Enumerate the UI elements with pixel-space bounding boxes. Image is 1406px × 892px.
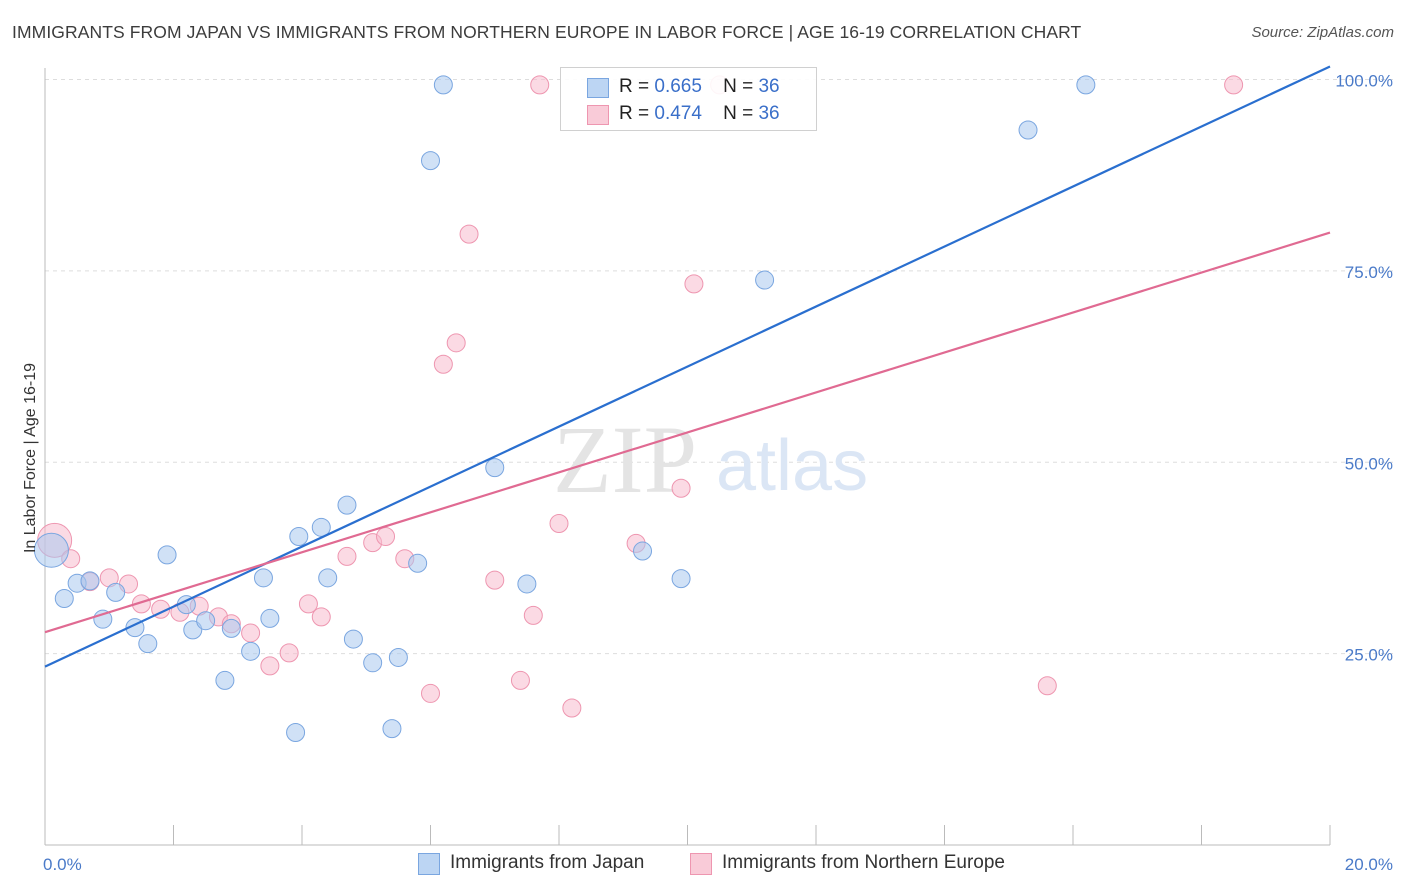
point-japan bbox=[157, 545, 177, 565]
bottom-legend-label-northern-europe: Immigrants from Northern Europe bbox=[722, 852, 1005, 873]
point-japan bbox=[318, 568, 338, 588]
point-japan bbox=[33, 532, 69, 568]
point-northern-europe bbox=[446, 333, 466, 353]
y-tick-label: 100.0% bbox=[1335, 72, 1393, 91]
data-points bbox=[33, 75, 1244, 742]
correlation-legend: R = 0.665 N = 36 R = 0.474 N = 36 bbox=[560, 67, 817, 131]
point-japan bbox=[311, 517, 331, 537]
gridlines bbox=[45, 79, 1395, 655]
point-japan bbox=[1018, 120, 1038, 140]
point-northern-europe bbox=[562, 698, 582, 718]
point-japan bbox=[253, 568, 273, 588]
point-northern-europe bbox=[337, 546, 357, 566]
legend-n-value-northern-europe: 36 bbox=[758, 103, 780, 124]
legend-swatch-northern-europe bbox=[587, 105, 609, 125]
point-japan bbox=[138, 634, 158, 654]
point-northern-europe bbox=[530, 75, 550, 95]
point-japan bbox=[221, 618, 241, 638]
point-northern-europe bbox=[131, 594, 151, 614]
point-japan bbox=[671, 569, 691, 589]
point-northern-europe bbox=[523, 605, 543, 625]
point-northern-europe bbox=[298, 594, 318, 614]
point-japan bbox=[755, 270, 775, 290]
point-northern-europe bbox=[684, 274, 704, 294]
point-northern-europe bbox=[1224, 75, 1244, 95]
watermark-zip: ZIP bbox=[553, 406, 697, 513]
bottom-legend-swatch-japan bbox=[418, 853, 440, 875]
point-northern-europe bbox=[433, 354, 453, 374]
point-northern-europe bbox=[485, 570, 505, 590]
bottom-legend-label-japan: Immigrants from Japan bbox=[450, 852, 645, 873]
legend-swatch-japan bbox=[587, 78, 609, 98]
regression-line-northern-europe bbox=[44, 231, 1331, 634]
point-northern-europe bbox=[311, 607, 331, 627]
chart-title: IMMIGRANTS FROM JAPAN VS IMMIGRANTS FROM… bbox=[12, 22, 1082, 42]
point-japan bbox=[196, 611, 216, 631]
x-tick-label: 0.0% bbox=[43, 855, 82, 874]
watermark-atlas: atlas bbox=[716, 426, 868, 506]
legend-n-label: N = bbox=[723, 76, 754, 97]
point-japan bbox=[1076, 75, 1096, 95]
legend-n-value-japan: 36 bbox=[758, 76, 780, 97]
point-japan bbox=[260, 608, 280, 628]
axes bbox=[44, 68, 1331, 846]
point-japan bbox=[388, 647, 408, 667]
point-japan bbox=[343, 629, 363, 649]
point-japan bbox=[633, 541, 653, 561]
point-japan bbox=[286, 722, 306, 742]
watermark: ZIP atlas bbox=[553, 406, 868, 513]
tick-labels: 25.0% 50.0% 75.0% 100.0% 0.0% 20.0% bbox=[43, 72, 1393, 875]
source-credit: Source: ZipAtlas.com bbox=[1251, 24, 1394, 41]
point-japan bbox=[337, 495, 357, 515]
point-japan bbox=[80, 571, 100, 591]
point-japan bbox=[289, 527, 309, 547]
point-northern-europe bbox=[1037, 676, 1057, 696]
legend-r-label: R = bbox=[619, 103, 650, 124]
legend-r-value-japan: 0.665 bbox=[654, 76, 702, 97]
legend-r-label: R = bbox=[619, 76, 650, 97]
point-northern-europe bbox=[549, 513, 569, 533]
point-northern-europe bbox=[421, 683, 440, 703]
point-northern-europe bbox=[260, 656, 280, 676]
point-northern-europe bbox=[241, 623, 261, 643]
y-axis-label: In Labor Force | Age 16-19 bbox=[22, 363, 39, 553]
legend-r-value-northern-europe: 0.474 bbox=[654, 103, 702, 124]
point-japan bbox=[241, 641, 261, 661]
y-tick-label: 50.0% bbox=[1345, 454, 1393, 473]
point-japan bbox=[382, 719, 402, 739]
point-japan bbox=[517, 574, 537, 594]
point-japan bbox=[183, 620, 203, 640]
point-japan bbox=[433, 75, 453, 95]
point-northern-europe bbox=[510, 670, 530, 690]
point-northern-europe bbox=[459, 224, 479, 244]
point-northern-europe bbox=[671, 478, 691, 498]
y-tick-label: 75.0% bbox=[1345, 263, 1393, 282]
point-japan bbox=[421, 151, 440, 171]
y-tick-label: 25.0% bbox=[1345, 646, 1393, 665]
point-northern-europe bbox=[376, 527, 396, 547]
regression-lines bbox=[44, 65, 1331, 668]
point-japan bbox=[485, 458, 505, 478]
legend-n-label: N = bbox=[723, 103, 754, 124]
x-tick-label: 20.0% bbox=[1345, 855, 1393, 874]
point-japan bbox=[363, 653, 383, 673]
point-japan bbox=[54, 589, 74, 609]
point-japan bbox=[106, 582, 126, 602]
point-japan bbox=[408, 553, 428, 573]
point-northern-europe bbox=[279, 643, 299, 663]
bottom-legend-swatch-northern-europe bbox=[690, 853, 712, 875]
point-japan bbox=[215, 670, 235, 690]
